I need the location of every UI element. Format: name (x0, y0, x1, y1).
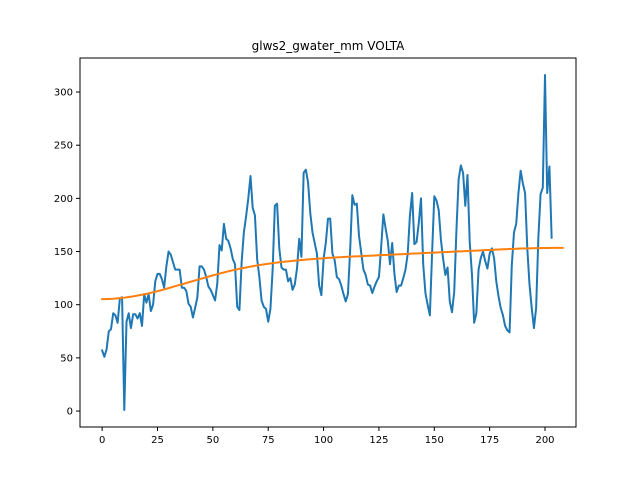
axes-frame (79, 57, 577, 428)
y-tick-label: 150 (54, 247, 73, 258)
plot-area (100, 74, 564, 411)
x-tick-label: 25 (151, 435, 164, 446)
y-tick-label: 200 (54, 194, 73, 205)
y-tick-label: 250 (54, 141, 73, 152)
x-tick-label: 0 (99, 435, 105, 446)
y-tick-label: 50 (60, 353, 73, 364)
series-line-1 (100, 74, 553, 411)
y-tick-label: 0 (67, 407, 73, 418)
x-tick-label: 125 (369, 435, 388, 446)
chart-title: glws2_gwater_mm VOLTA (252, 39, 406, 53)
x-tick-label: 75 (262, 435, 275, 446)
x-tick-label: 175 (480, 435, 499, 446)
axes: 0 25 50 75 100 125 150 175 200 0 50 100 150 200 250 300 (54, 57, 577, 446)
x-tick-label: 50 (206, 435, 219, 446)
x-tick-label: 100 (314, 435, 333, 446)
y-tick-label: 300 (54, 88, 73, 99)
x-tick-label: 200 (535, 435, 554, 446)
y-tick-label: 100 (54, 300, 73, 311)
x-tick-label: 150 (425, 435, 444, 446)
series-line-2 (101, 246, 564, 301)
